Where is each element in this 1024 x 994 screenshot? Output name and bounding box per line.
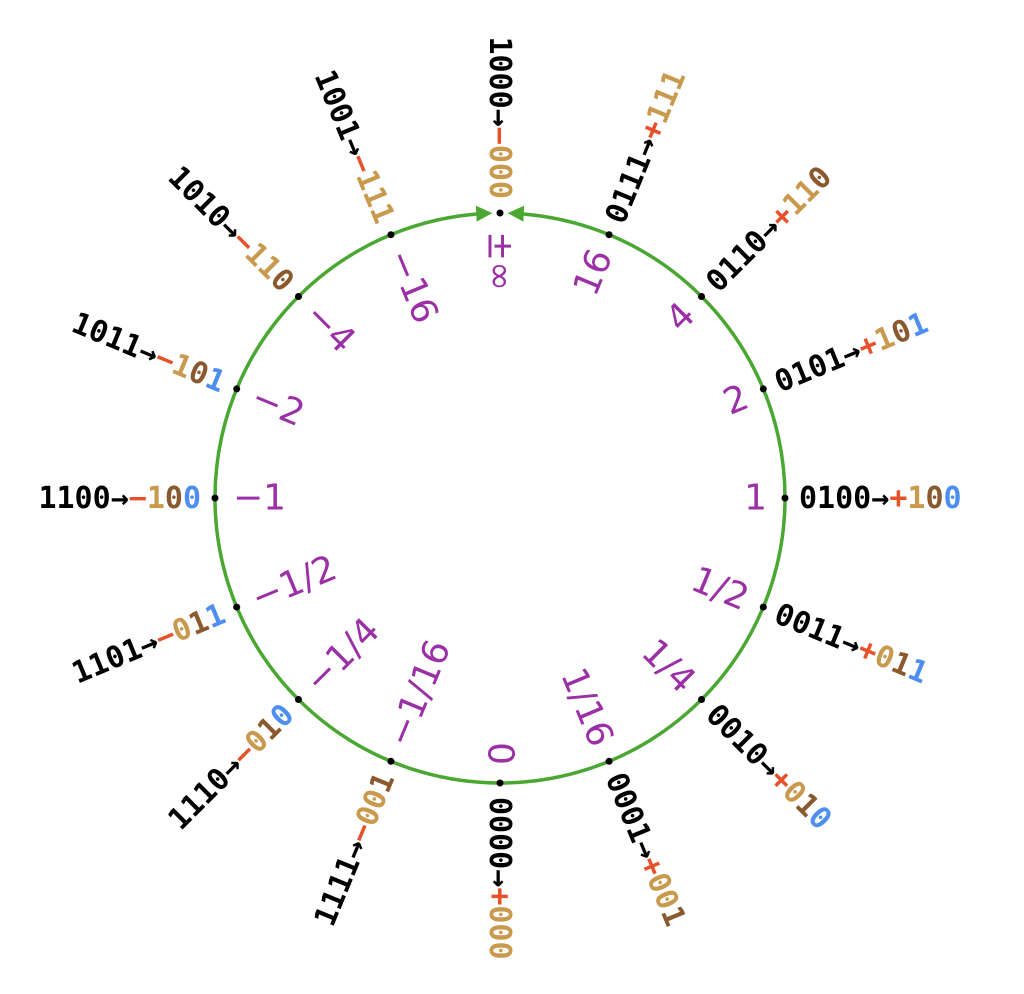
value-label: 1/4	[633, 631, 703, 701]
bits-segment: 0101	[770, 340, 850, 400]
point-dot	[759, 385, 767, 393]
point-dot	[233, 603, 241, 611]
bit-pattern-label: 1110→−010	[161, 697, 301, 837]
bit-pattern-label: 0010→+010	[699, 697, 839, 837]
regime-segment: 111	[349, 165, 402, 228]
ring-point: 1010→−110−4	[161, 159, 363, 361]
value-label: ±∞	[480, 231, 521, 291]
bit-pattern-label: 1010→−110	[161, 159, 301, 299]
bits-segment: 1111	[307, 851, 367, 931]
value-label: −16	[379, 243, 446, 329]
exponent-segment: 0	[183, 481, 201, 516]
point-dot	[294, 292, 302, 300]
bit-pattern-label: 1100→−100	[38, 481, 201, 516]
bit-pattern-label: 0101→+101	[770, 305, 934, 400]
ring-point: 1000→−000 ±∞	[480, 36, 521, 291]
value-label: −4	[297, 295, 364, 362]
bit-pattern-label: 1111→−001	[307, 768, 402, 932]
arrow-segment: →	[483, 109, 518, 127]
bit-pattern-label: 0110→+110	[699, 159, 839, 299]
bit-pattern-label: 1001→−111	[307, 65, 402, 229]
bit-pattern-label: 0001→+001	[598, 768, 693, 932]
regime-segment: 1	[147, 481, 165, 516]
arrow-segment: →	[483, 869, 518, 887]
ring-point: 0011→+011 1/2	[685, 559, 933, 691]
arrow-segment: →	[111, 481, 129, 516]
regime-segment: 111	[640, 65, 693, 128]
point-dot	[496, 209, 504, 217]
bits-segment: 0100	[799, 481, 871, 516]
arrow-segment: →	[871, 481, 889, 516]
ring-point: 0010→+0101/4	[633, 631, 838, 836]
regime-segment: 000	[483, 905, 518, 959]
value-label: −2	[245, 377, 310, 435]
bit-pattern-label: 0111→+111	[598, 65, 693, 229]
bit-pattern-label: 0011→+011	[770, 596, 934, 691]
bit-pattern-label: 0100→+100	[799, 481, 962, 516]
regime-segment: 000	[483, 145, 518, 199]
terminator-segment: 0	[165, 481, 183, 516]
bit-pattern-label: 1011→−101	[67, 305, 231, 400]
value-label: −1/2	[245, 548, 342, 620]
bits-segment: 0011	[770, 596, 850, 656]
ring-point: 0000→+0000	[480, 742, 521, 959]
point-dot	[781, 494, 789, 502]
point-dot	[387, 757, 395, 765]
ring-point: 0100→+1001	[744, 478, 961, 519]
point-dot	[605, 231, 613, 239]
bits-segment: 1011	[67, 305, 147, 365]
bits-segment: 0000	[483, 797, 518, 869]
bits-segment: 1100	[38, 481, 110, 516]
ring-point: 1001→−111 −16	[307, 65, 446, 329]
sign-segment: −	[483, 127, 518, 145]
bit-pattern-label: 1101→−011	[67, 596, 231, 691]
point-dot	[387, 231, 395, 239]
value-label: 2	[718, 377, 755, 424]
value-label: 16	[566, 243, 621, 301]
point-dot	[233, 385, 241, 393]
bits-segment: 1001	[307, 65, 367, 145]
point-dot	[496, 779, 504, 787]
bit-pattern-label: 1000→−000	[483, 36, 518, 199]
point-dot	[698, 292, 706, 300]
exponent-segment: 0	[944, 481, 962, 516]
value-label: 1	[744, 478, 767, 519]
bits-segment: 0111	[598, 148, 658, 228]
bits-segment: 0001	[598, 768, 658, 848]
point-dot	[759, 603, 767, 611]
value-label: −1/16	[379, 634, 459, 752]
value-label: 1/16	[552, 662, 621, 752]
bits-segment: 1000	[483, 36, 518, 108]
terminator-segment: 0	[925, 481, 943, 516]
ring-point: 0001→+001 1/16	[552, 662, 693, 931]
point-dot	[698, 696, 706, 704]
value-label: 4	[658, 295, 703, 340]
sign-segment: +	[483, 887, 518, 905]
ring-point: 0111→+111 16	[566, 65, 693, 302]
bits-segment: 1101	[67, 631, 147, 691]
point-dot	[605, 757, 613, 765]
value-label: 1/2	[685, 559, 754, 619]
regime-segment: 1	[907, 481, 925, 516]
value-label: −1	[233, 478, 286, 519]
ring-point: 1100→−100 −1	[38, 478, 286, 519]
sign-segment: −	[129, 481, 147, 516]
bit-pattern-label: 0000→+000	[483, 797, 518, 960]
point-dot	[294, 696, 302, 704]
value-label: −1/4	[297, 610, 388, 701]
value-label: 0	[480, 742, 521, 765]
sign-segment: +	[889, 481, 907, 516]
point-dot	[211, 494, 219, 502]
